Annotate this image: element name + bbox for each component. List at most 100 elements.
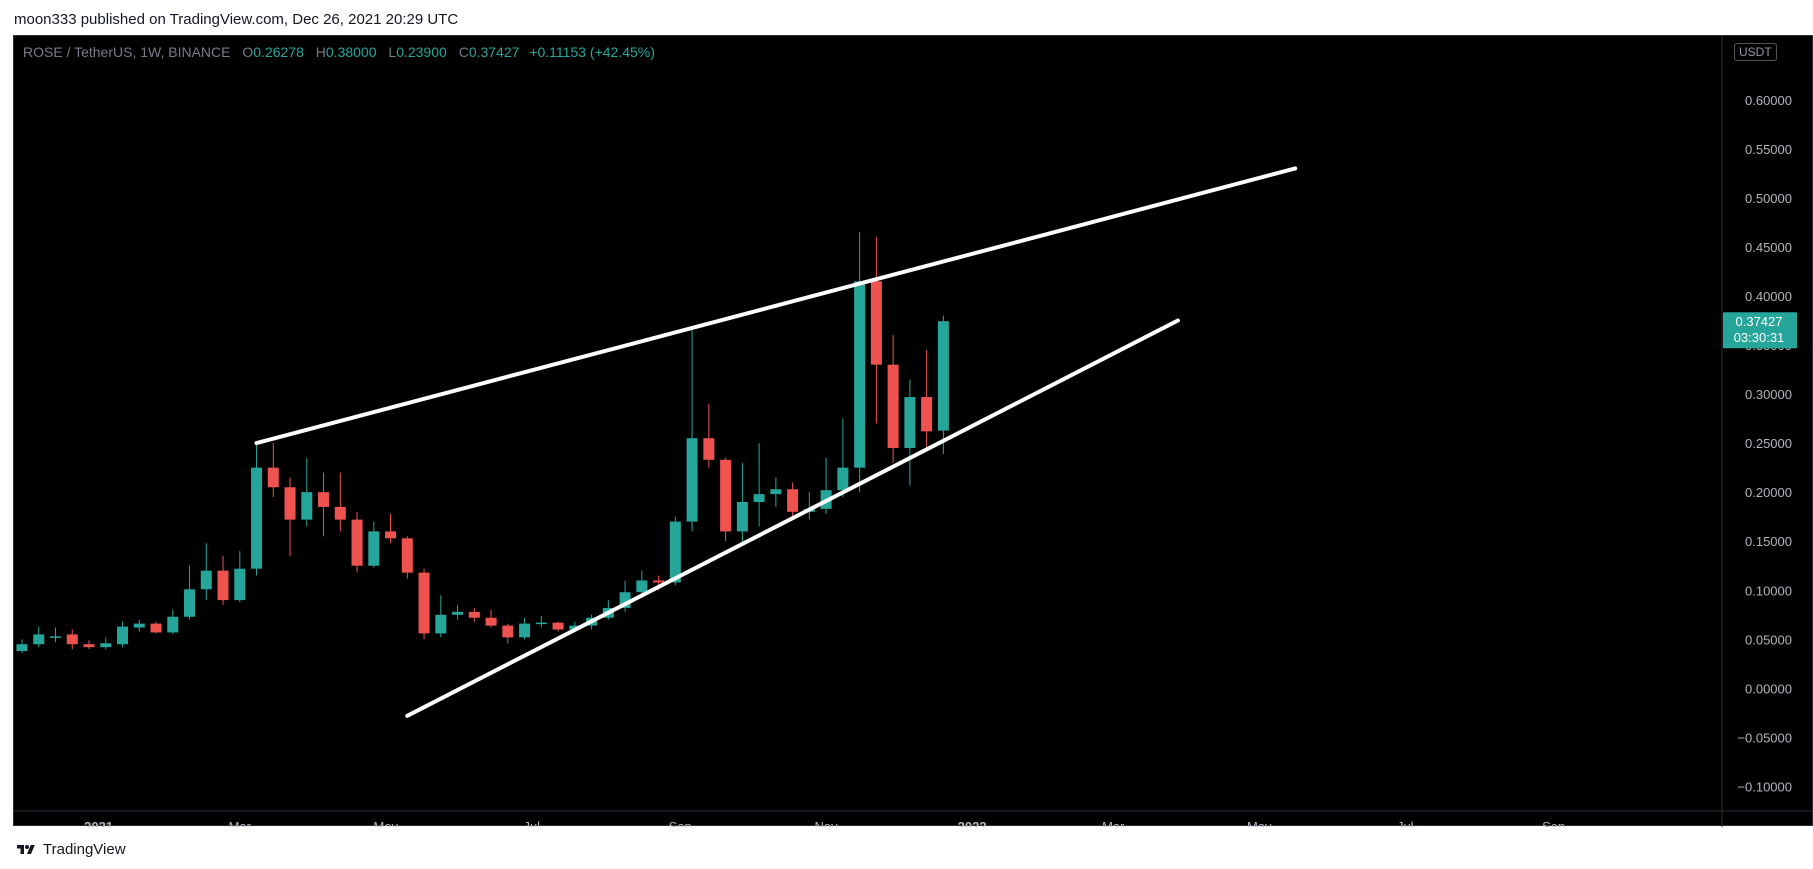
candle bbox=[770, 477, 782, 507]
trendlines-layer bbox=[254, 166, 1298, 718]
candle-body bbox=[535, 622, 547, 625]
candle bbox=[251, 443, 263, 576]
candle-body bbox=[502, 625, 514, 638]
chart-area[interactable]: 0.600000.550000.500000.450000.400000.350… bbox=[13, 35, 1813, 827]
candle-body bbox=[267, 467, 279, 488]
price-tick-label: 0.10000 bbox=[1745, 583, 1792, 598]
candle-body bbox=[50, 636, 62, 638]
currency-button[interactable]: USDT bbox=[1734, 43, 1777, 61]
time-tick-label: Mar bbox=[229, 819, 252, 827]
candle bbox=[854, 232, 866, 493]
candle bbox=[234, 551, 246, 603]
candle-body bbox=[83, 644, 95, 648]
candle bbox=[334, 472, 346, 532]
candle-body bbox=[251, 467, 263, 569]
candle bbox=[937, 315, 949, 454]
candle bbox=[468, 607, 480, 622]
candle bbox=[66, 629, 78, 650]
candle bbox=[318, 472, 330, 537]
candle-body bbox=[569, 625, 581, 630]
candle-body bbox=[368, 531, 380, 566]
candle-body bbox=[485, 617, 497, 626]
candle-body bbox=[519, 623, 531, 638]
candle-body bbox=[200, 570, 212, 590]
candle bbox=[284, 477, 296, 556]
candle-body bbox=[184, 589, 196, 617]
candle-body bbox=[301, 492, 313, 520]
time-axis: 2021 Mar May Jul Sep Nov 2022 Mar May Jul Sep bbox=[84, 819, 1565, 827]
candle bbox=[351, 511, 363, 573]
candle-body bbox=[636, 580, 648, 593]
candle-body bbox=[753, 494, 765, 502]
candle bbox=[452, 604, 464, 620]
candle-body bbox=[284, 487, 296, 520]
candle bbox=[217, 555, 229, 605]
candle bbox=[401, 536, 413, 579]
candle-body bbox=[418, 572, 430, 634]
open-value: 0.26278 bbox=[253, 44, 304, 60]
candle bbox=[552, 621, 564, 632]
candle bbox=[669, 516, 681, 586]
candle-body bbox=[167, 616, 179, 633]
candle bbox=[753, 443, 765, 527]
candle bbox=[418, 568, 430, 640]
low-label: L bbox=[388, 44, 397, 60]
price-tick-label: 0.20000 bbox=[1745, 485, 1792, 500]
candle-body bbox=[117, 626, 129, 645]
candle-body bbox=[921, 397, 933, 432]
time-tick-label: Sep bbox=[1542, 819, 1565, 827]
candle bbox=[301, 457, 313, 527]
price-tag-value: 0.37427 bbox=[1736, 314, 1783, 329]
price-tick-label: 0.45000 bbox=[1745, 240, 1792, 255]
price-axis: 0.600000.550000.500000.450000.400000.350… bbox=[1737, 93, 1792, 795]
time-tick-label: 2021 bbox=[84, 819, 113, 827]
time-tick-label: Sep bbox=[669, 819, 692, 827]
time-tick-label: Jul bbox=[1397, 819, 1414, 827]
price-tag-countdown: 03:30:31 bbox=[1734, 330, 1785, 345]
price-tag-box bbox=[1723, 312, 1797, 349]
candle-body bbox=[619, 592, 631, 608]
time-tick-label: Jul bbox=[523, 819, 540, 827]
trendline-lower[interactable] bbox=[405, 318, 1180, 718]
candlestick-chart[interactable]: 0.600000.550000.500000.450000.400000.350… bbox=[14, 36, 1813, 827]
trendline-upper[interactable] bbox=[254, 166, 1298, 446]
candle bbox=[519, 617, 531, 640]
price-tick-label: 0.50000 bbox=[1745, 191, 1792, 206]
candle-body bbox=[937, 321, 949, 431]
price-tick-label: −0.10000 bbox=[1737, 779, 1792, 794]
price-tick-label: 0.40000 bbox=[1745, 289, 1792, 304]
candle bbox=[184, 565, 196, 620]
candle-body bbox=[385, 531, 397, 539]
price-tick-label: 0.15000 bbox=[1745, 534, 1792, 549]
time-tick-label: Nov bbox=[815, 819, 839, 827]
price-tick-label: 0.25000 bbox=[1745, 436, 1792, 451]
candle bbox=[50, 627, 62, 643]
candle bbox=[502, 623, 514, 644]
candle-body bbox=[669, 521, 681, 583]
open-label: O bbox=[242, 44, 254, 60]
candle-body bbox=[870, 281, 882, 365]
candle bbox=[150, 621, 162, 634]
candle bbox=[485, 609, 497, 628]
candle-body bbox=[100, 643, 112, 648]
time-tick-label: Mar bbox=[1102, 819, 1125, 827]
candle-body bbox=[468, 611, 480, 618]
candle bbox=[686, 330, 698, 532]
price-tick-label: 0.05000 bbox=[1745, 632, 1792, 647]
candle bbox=[133, 619, 145, 632]
candle-body bbox=[552, 622, 564, 630]
candle-body bbox=[720, 459, 732, 532]
candle-body bbox=[217, 570, 229, 601]
candle-body bbox=[351, 519, 363, 566]
candle-body bbox=[904, 397, 916, 449]
candle-body bbox=[653, 580, 665, 583]
candle-body bbox=[887, 364, 899, 449]
candle-body bbox=[736, 501, 748, 532]
candle bbox=[870, 237, 882, 424]
candle bbox=[385, 513, 397, 544]
price-tick-label: 0.60000 bbox=[1745, 93, 1792, 108]
price-tick-label: 0.55000 bbox=[1745, 142, 1792, 157]
high-label: H bbox=[315, 44, 326, 60]
candle-body bbox=[133, 623, 145, 628]
candle-body bbox=[334, 506, 346, 520]
